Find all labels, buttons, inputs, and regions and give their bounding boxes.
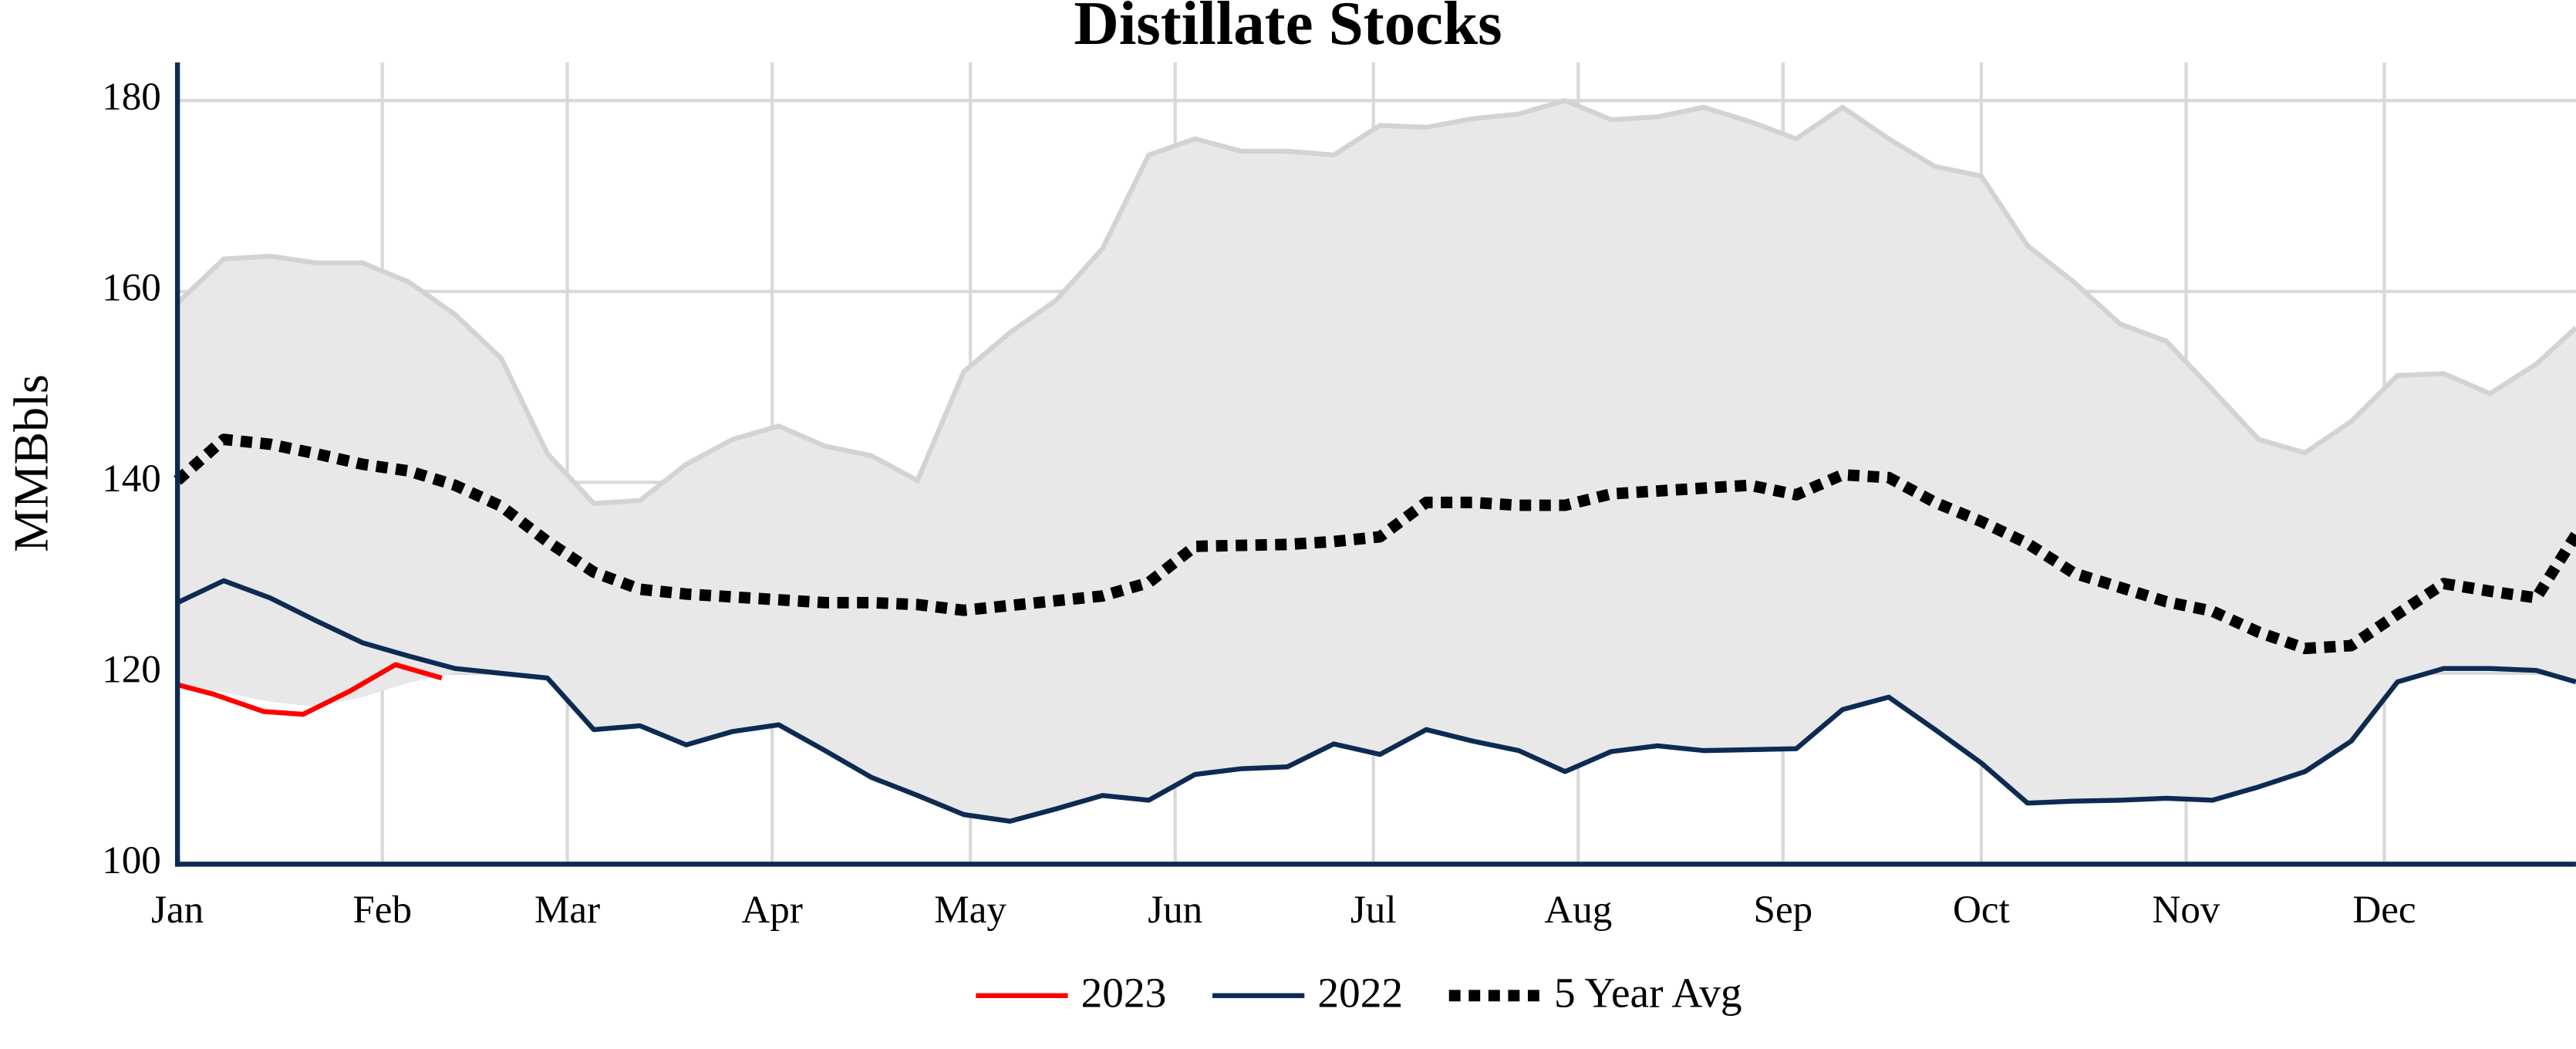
y-tick-label: 100 bbox=[102, 838, 161, 882]
series-line bbox=[177, 662, 443, 717]
x-tick-label: Aug bbox=[1544, 888, 1612, 932]
x-tick-label: Apr bbox=[741, 888, 802, 932]
plot bbox=[174, 98, 2576, 824]
range-band-edge bbox=[175, 98, 2576, 506]
y-tick-label: 160 bbox=[102, 266, 161, 310]
axes: 100 120 140 160 180 Jan Feb Mar Apr May Jun Jul Aug S… bbox=[102, 62, 2576, 932]
y-tick-label: 140 bbox=[102, 457, 161, 501]
x-tick-label: Feb bbox=[352, 888, 412, 932]
x-tick-label: Nov bbox=[2152, 888, 2220, 932]
legend-label: 5 Year Avg bbox=[1554, 970, 1742, 1017]
legend: 2023 2022 5 Year Avg bbox=[976, 970, 1742, 1017]
y-axis-label: MMBbls bbox=[4, 374, 59, 552]
x-tick-label: Oct bbox=[1953, 888, 2010, 932]
y-tick-label: 120 bbox=[102, 648, 161, 692]
series-line bbox=[174, 433, 2576, 655]
x-tick-label: Mar bbox=[534, 888, 600, 932]
x-tick-label: May bbox=[934, 888, 1006, 932]
x-tick-label: Jul bbox=[1350, 888, 1397, 932]
x-tick-label: Jan bbox=[151, 888, 204, 932]
series-line bbox=[176, 578, 2576, 824]
legend-label: 2023 bbox=[1081, 970, 1167, 1017]
chart-title: Distillate Stocks bbox=[1074, 0, 1502, 58]
y-tick-label: 180 bbox=[102, 75, 161, 119]
x-tick-label: Dec bbox=[2352, 888, 2416, 932]
range-band bbox=[177, 100, 2576, 821]
x-tick-label: Sep bbox=[1754, 888, 1813, 932]
x-tick-label: Jun bbox=[1148, 888, 1202, 932]
legend-label: 2022 bbox=[1317, 970, 1403, 1017]
